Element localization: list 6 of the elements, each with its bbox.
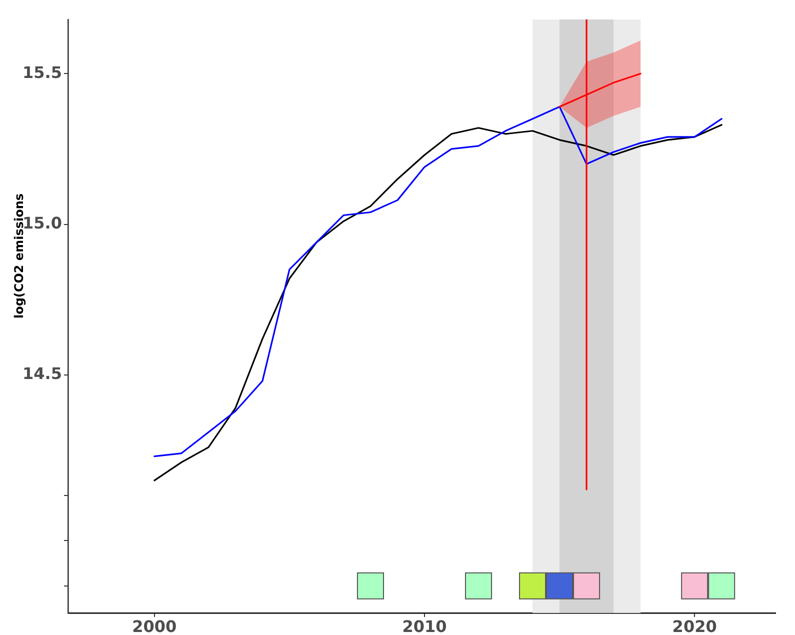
x-tick-label: 2010 (402, 616, 447, 635)
y-tick-label: 15.0 (22, 213, 62, 232)
x-tick-label: 2020 (672, 616, 717, 635)
y-tick-label: 14.5 (22, 364, 62, 384)
y-tick-label: 15.5 (22, 62, 62, 82)
x-tick-label: 2000 (132, 616, 177, 635)
